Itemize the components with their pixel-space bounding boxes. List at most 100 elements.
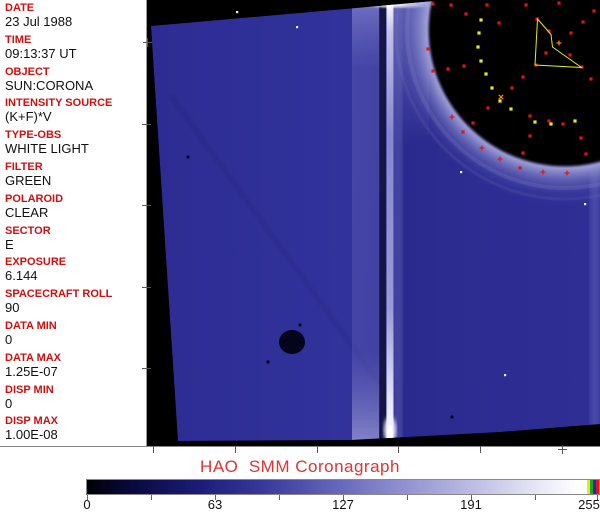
yellow-fiducial-dot [533,120,537,124]
dust-speck [450,415,454,419]
colorbar-overflow-band [596,480,599,494]
metadata-field: DATE 23 Jul 1988 [5,2,145,29]
metadata-field: INTENSITY SOURCE (K+F)*V [5,97,145,124]
field-value: E [5,236,14,252]
roi-polygon [534,17,584,69]
field-value: 0 [5,332,13,347]
field-value: 09:13:37 UT [5,45,77,61]
metadata-field: DATA MIN 0 [5,320,145,347]
red-fiducial-dot [510,86,514,90]
metadata-field: TIME 09:13:37 UT [5,34,145,61]
metadata-field: TYPE-OBS WHITE LIGHT [5,129,145,156]
colorbar-overflow-band [593,480,596,494]
colorbar-label: 0 [83,497,91,512]
star-speck [296,26,299,29]
tick-mark [147,38,148,47]
tick-mark [235,446,236,453]
colorbar-tick [535,495,536,500]
dust-speck [186,155,190,159]
red-fiducial-dot [426,47,430,51]
field-label: TYPE-OBS [5,129,62,142]
tick-mark [142,287,151,288]
field-value: 90 [5,300,20,316]
red-fiducial-dot [431,2,435,6]
red-fiducial-dot [569,31,573,35]
field-value: 0 [5,395,13,411]
red-fiducial-dot [518,166,522,170]
field-value: GREEN [5,173,52,188]
red-fiducial-dot [461,130,465,134]
metadata-field: POLAROID CLEAR [5,193,145,220]
red-fiducial-dot [589,77,593,81]
tick-mark [153,446,154,453]
orange-x-marker [498,94,504,100]
field-label: DATE [5,2,35,14]
colorbar-tick [215,495,216,500]
red-fiducial-dot [544,51,548,55]
metadata-field: DISP MIN 0 [5,384,145,411]
red-fiducial-dot [528,134,532,138]
yellow-fiducial-dot [498,99,502,103]
field-value: 1.25E-07 [5,363,58,379]
field-label: INTENSITY SOURCE [5,97,113,110]
metadata-field: SECTOR E [5,225,145,252]
red-fiducial-dot [584,152,588,156]
plot-title: HAO SMM Coronagraph [200,457,400,476]
red-fiducial-dot [561,122,565,126]
red-fiducial-dot [471,121,475,125]
field-label: DATA MAX [5,351,62,364]
red-fiducial-dot [528,114,532,118]
red-fiducial-dot [581,20,585,24]
red-fiducial-dot [464,12,468,16]
red-fiducial-dot [431,69,435,73]
star-speck [460,171,463,174]
tick-mark [562,445,563,454]
yellow-fiducial-dot [476,45,480,49]
tick-mark [142,124,151,125]
colorbar-tick [407,495,408,500]
yellow-fiducial-dot [479,18,483,22]
yellow-fiducial-dot [477,31,481,35]
colorbar-label: 191 [460,497,482,512]
field-value: WHITE LIGHT [5,141,89,157]
metadata-field: EXPOSURE 6.144 [5,256,145,283]
dark-blob [279,330,305,354]
red-fiducial-dot [579,136,583,140]
colorbar-overflow-band [590,480,593,494]
field-label: DISP MIN [5,383,54,396]
bright-streak [386,2,394,440]
colorbar-tick [471,495,472,500]
colorbar-tick [151,495,152,500]
field-label: DISP MAX [5,415,58,428]
tick-mark [317,446,318,453]
coronagraph-scene [147,0,600,446]
field-value: SUN:CORONA [5,77,94,93]
dust-speck [266,360,270,364]
yellow-fiducial-dot [479,59,483,63]
coronagraph-image [147,0,600,446]
field-label: SECTOR [5,224,51,237]
bottom-axis-line [0,446,600,447]
yellow-fiducial-dot [490,86,494,90]
red-fiducial-dot [485,3,489,7]
metadata-field: SPACECRAFT ROLL 90 [5,288,145,315]
field-value: (K+F)*V [5,109,52,125]
metadata-field: DATA MAX 1.25E-07 [5,352,145,379]
colorbar [86,479,600,495]
field-label: EXPOSURE [5,256,67,269]
red-fiducial-dot [580,65,584,69]
metadata-sidebar: DATE 23 Jul 1988 TIME 09:13:37 UT OBJECT SUN:… [0,0,146,446]
fiducial-markers [186,1,596,419]
left-axis-line [146,0,147,446]
colorbar-tick [279,495,280,500]
red-fiducial-dot [497,21,501,25]
star-speck [504,374,507,377]
colorbar-overflow-band [587,480,590,494]
red-fiducial-dot [557,1,561,5]
field-value: 1.00E-08 [5,427,58,443]
red-fiducial-dot [524,3,528,7]
yellow-fiducial-dot [509,107,513,111]
red-fiducial-dot [592,9,596,13]
red-fiducial-dot [449,3,453,7]
tick-mark [142,368,151,369]
